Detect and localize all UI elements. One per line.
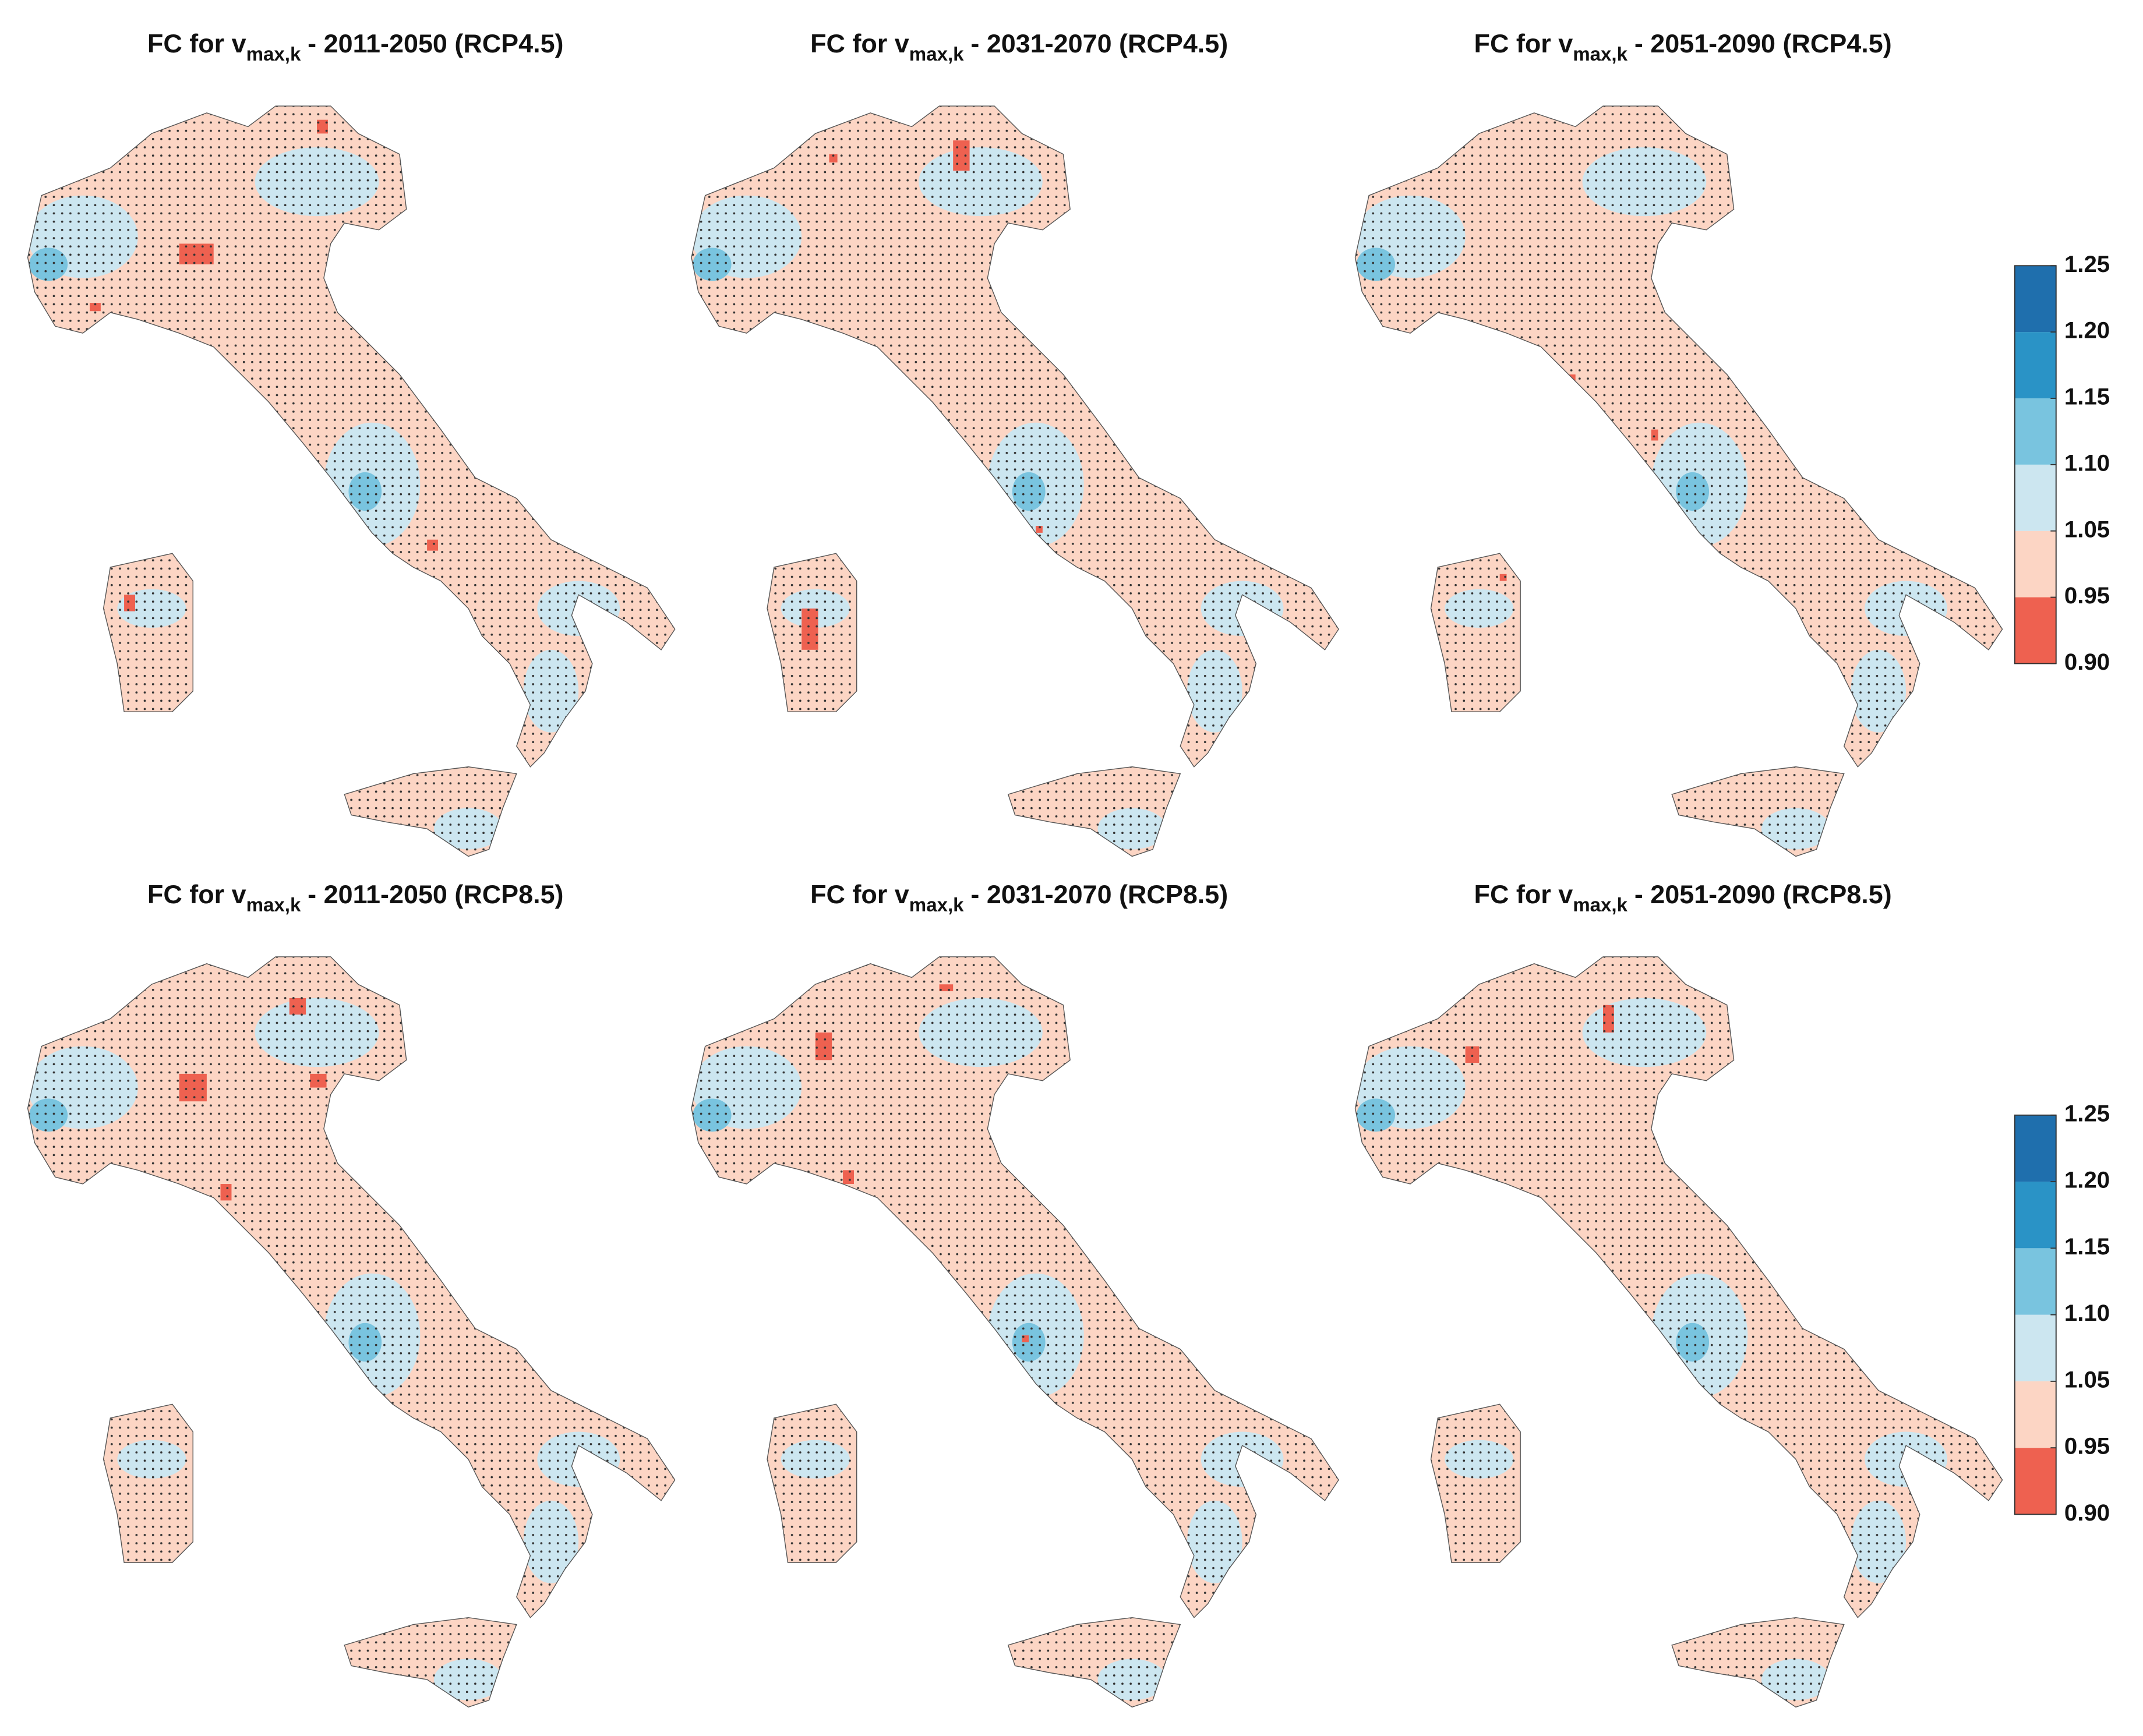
- field: [1355, 956, 2003, 1707]
- panels: FC for vmax,k - 2011-2050 (RCP4.5) FC for …: [27, 29, 2003, 1708]
- field: [691, 956, 1339, 1707]
- colorbar-tick-label: 1.05: [2064, 1366, 2110, 1392]
- title-subscript: max,k: [1573, 894, 1627, 916]
- title-suffix: - 2051-2090 (RCP8.5): [1634, 879, 1892, 909]
- colorbar-bin: [2014, 531, 2056, 597]
- title-subscript: max,k: [909, 44, 964, 65]
- title-prefix: FC for v: [810, 29, 909, 58]
- map: [1354, 105, 2003, 857]
- field-patch: [1506, 1204, 1514, 1212]
- colorbar-tick-label: 0.95: [2064, 1433, 2110, 1459]
- field: [1355, 106, 2003, 857]
- panel-title: FC for vmax,k - 2031-2070 (RCP4.5): [810, 29, 1228, 65]
- title-suffix: - 2031-2070 (RCP4.5): [970, 29, 1228, 58]
- colorbar-tick-label: 1.15: [2064, 384, 2110, 410]
- map: [27, 105, 676, 857]
- panel-title: FC for vmax,k - 2011-2050 (RCP4.5): [147, 29, 564, 65]
- title-prefix: FC for v: [1474, 879, 1573, 909]
- map: [690, 105, 1340, 857]
- stippling: [1355, 106, 2003, 857]
- title-prefix: FC for v: [147, 879, 246, 909]
- title-subscript: max,k: [246, 44, 301, 65]
- colorbar-tick-label: 1.05: [2064, 516, 2110, 542]
- map: [27, 956, 676, 1708]
- field-patch: [1837, 719, 1844, 726]
- colorbar-bin: [2014, 464, 2056, 531]
- panel-title: FC for vmax,k - 2051-2090 (RCP8.5): [1474, 879, 1892, 916]
- colorbar-tick-label: 1.10: [2064, 450, 2110, 476]
- title-subscript: max,k: [246, 894, 301, 916]
- map: [1354, 956, 2003, 1708]
- field: [27, 106, 675, 857]
- title-suffix: - 2031-2070 (RCP8.5): [970, 879, 1228, 909]
- panel-title: FC for vmax,k - 2051-2090 (RCP4.5): [1474, 29, 1892, 65]
- title-prefix: FC for v: [147, 29, 246, 58]
- field: [691, 106, 1339, 857]
- colorbar-tick-label: 0.90: [2064, 649, 2110, 675]
- colorbar-tick-label: 1.25: [2064, 251, 2110, 277]
- stippling: [691, 956, 1339, 1707]
- field-patch: [137, 1363, 155, 1385]
- colorbar-tick-label: 0.95: [2064, 582, 2110, 609]
- title-prefix: FC for v: [810, 879, 909, 909]
- colorbar-bin: [2014, 398, 2056, 465]
- title-prefix: FC for v: [1474, 29, 1573, 58]
- colorbar-bin: [2014, 266, 2056, 333]
- map: [690, 956, 1340, 1708]
- colorbar-bin: [2014, 1248, 2056, 1315]
- title-subscript: max,k: [1573, 44, 1627, 65]
- panel-title: FC for vmax,k - 2011-2050 (RCP8.5): [147, 879, 564, 916]
- panel-title: FC for vmax,k - 2031-2070 (RCP8.5): [810, 879, 1228, 916]
- colorbar-bin: [2014, 1448, 2056, 1515]
- colorbar-bin: [2014, 332, 2056, 398]
- colorbar-bin: [2014, 1381, 2056, 1448]
- colorbar-tick-label: 0.90: [2064, 1500, 2110, 1526]
- title-suffix: - 2051-2090 (RCP4.5): [1634, 29, 1892, 58]
- title-subscript: max,k: [909, 894, 964, 916]
- stippling: [1355, 956, 2003, 1707]
- field: [27, 956, 675, 1707]
- colorbar-bin: [2014, 1182, 2056, 1249]
- colorbars: 0.90 0.95 1.05 1.10 1.15 1.20 1.25 0.90 0.95 1.05…: [2014, 251, 2110, 1526]
- title-suffix: - 2011-2050 (RCP8.5): [308, 879, 563, 909]
- stippling: [691, 106, 1339, 857]
- colorbar-bin: [2014, 1314, 2056, 1381]
- field-patch: [1589, 1280, 1597, 1289]
- colorbar-tick-label: 1.10: [2064, 1300, 2110, 1326]
- colorbar-tick-label: 1.25: [2064, 1100, 2110, 1126]
- colorbar-tick-label: 1.15: [2064, 1233, 2110, 1260]
- colorbar-bin: [2014, 597, 2056, 664]
- stippling: [27, 956, 675, 1707]
- colorbar-bin: [2014, 1115, 2056, 1182]
- colorbar-tick-label: 1.20: [2064, 1167, 2110, 1193]
- title-suffix: - 2011-2050 (RCP4.5): [308, 29, 563, 58]
- stippling: [27, 106, 675, 857]
- colorbar-tick-label: 1.20: [2064, 317, 2110, 344]
